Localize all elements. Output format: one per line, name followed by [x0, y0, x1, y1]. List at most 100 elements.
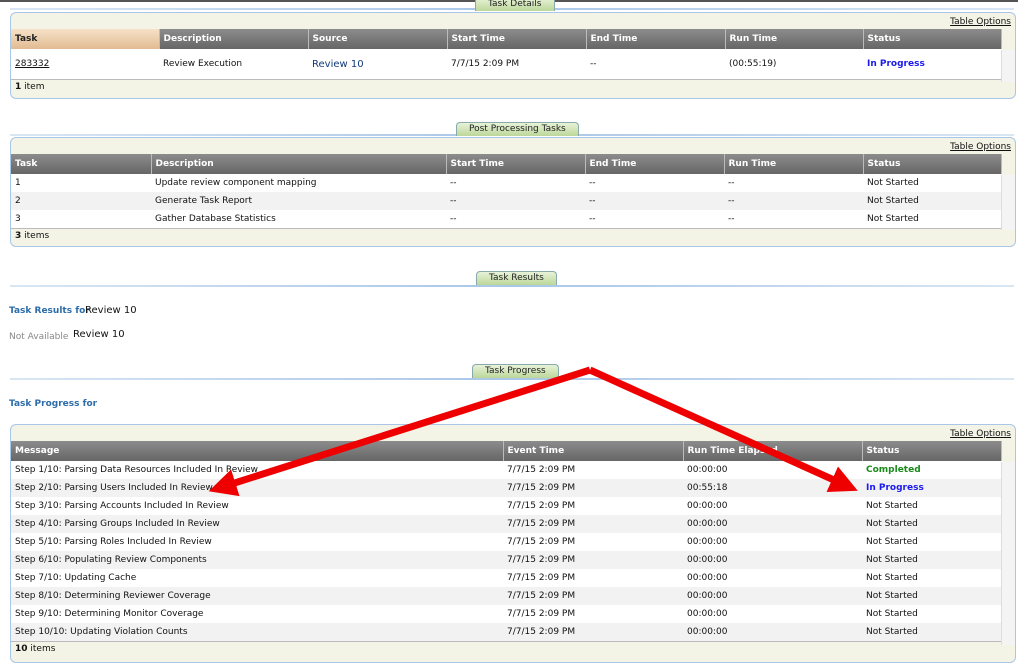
description-cell: Review Execution	[163, 59, 243, 69]
table-cell: 00:00:00	[683, 587, 862, 605]
table-row[interactable]: Step 6/10: Populating Review Components 7…	[11, 551, 1001, 569]
table-row[interactable]: 3 Gather Database Statistics -- -- -- Not Sta…	[11, 210, 1001, 228]
column-header[interactable]: Run Time	[725, 29, 864, 49]
table-cell: 00:00:00	[683, 623, 862, 641]
column-header[interactable]: Status	[862, 441, 1002, 461]
status-cell: Not Started	[867, 178, 919, 188]
table-cell: Step 10/10: Updating Violation Counts	[11, 623, 503, 641]
column-header[interactable]: Start Time	[446, 154, 586, 174]
table-row[interactable]: Step 8/10: Determining Reviewer Coverage…	[11, 587, 1001, 605]
status-cell: Not Started	[862, 515, 1001, 533]
column-header[interactable]: Task	[11, 154, 152, 174]
scrollbar[interactable]	[1001, 175, 1015, 230]
task-results-label: Task Results for	[9, 306, 90, 316]
item-count: 3 items	[11, 228, 1015, 243]
column-header[interactable]: Event Time	[503, 441, 684, 461]
table-cell: 7/7/15 2:09 PM	[503, 623, 683, 641]
table-row[interactable]: Step 4/10: Parsing Groups Included In Re…	[11, 515, 1001, 533]
column-header[interactable]: Status	[863, 154, 1002, 174]
table-cell: Step 1/10: Parsing Data Resources Includ…	[15, 465, 258, 475]
table-cell: 7/7/15 2:09 PM	[503, 551, 683, 569]
status-cell: In Progress	[862, 479, 1001, 497]
table-row[interactable]: Step 2/10: Parsing Users Included In Rev…	[11, 479, 1001, 497]
tab-post-processing[interactable]: Post Processing Tasks	[456, 122, 579, 136]
table-row[interactable]: 283332 Review Execution Review 10 7/7/15…	[11, 49, 1001, 79]
table-cell: 7/7/15 2:09 PM	[507, 465, 576, 475]
status-cell: Not Started	[863, 192, 1001, 210]
table-cell: Generate Task Report	[151, 192, 446, 210]
column-header[interactable]: End Time	[586, 29, 726, 49]
table-cell: Step 4/10: Parsing Groups Included In Re…	[11, 515, 503, 533]
table-row[interactable]: Step 5/10: Parsing Roles Included In Rev…	[11, 533, 1001, 551]
column-header[interactable]: Status	[863, 29, 1002, 49]
table-options-link[interactable]: Table Options	[950, 429, 1011, 439]
table-cell: 00:00:00	[687, 609, 728, 619]
table-cell: 00:00:00	[687, 465, 728, 475]
table-cell: 7/7/15 2:09 PM	[507, 609, 576, 619]
column-header[interactable]: End Time	[585, 154, 725, 174]
scrollbar[interactable]	[1001, 50, 1015, 82]
column-header[interactable]: Message	[11, 441, 504, 461]
status-cell: Not Started	[866, 573, 918, 583]
arrow-right	[588, 366, 858, 493]
task-id-link[interactable]: 283332	[15, 59, 50, 69]
column-header[interactable]: Task	[11, 29, 160, 49]
not-available-text: Not Available	[9, 332, 69, 342]
table-cell: --	[450, 214, 457, 224]
count-label: items	[24, 231, 50, 241]
table-cell: Step 7/10: Updating Cache	[15, 573, 137, 583]
column-header[interactable]: Description	[151, 154, 447, 174]
start-cell: 7/7/15 2:09 PM	[451, 59, 520, 69]
table-row[interactable]: Step 10/10: Updating Violation Counts 7/7…	[11, 623, 1001, 641]
tab-task-details[interactable]: Task Details	[475, 0, 555, 11]
column-header[interactable]: Description	[159, 29, 309, 49]
table-cell: Step 3/10: Parsing Accounts Included In …	[15, 501, 229, 511]
column-header[interactable]: Source	[308, 29, 448, 49]
table-row[interactable]: 2 Generate Task Report -- -- -- Not Started	[11, 192, 1001, 210]
source-cell: Review 10	[312, 58, 364, 70]
status-cell: In Progress	[867, 59, 925, 69]
status-cell: Completed	[866, 465, 921, 475]
table-cell: 7/7/15 2:09 PM	[507, 537, 576, 547]
table-row[interactable]: 1 Update review component mapping -- -- -- No…	[11, 174, 1001, 192]
scrollbar[interactable]	[1001, 462, 1015, 645]
table-options-link[interactable]: Table Options	[950, 142, 1011, 152]
table-row[interactable]: Step 7/10: Updating Cache 7/7/15 2:09 PM 0…	[11, 569, 1001, 587]
count-label: items	[30, 644, 56, 654]
table-cell: 00:55:18	[683, 479, 862, 497]
status-cell: Not Started	[866, 501, 918, 511]
table-cell: Update review component mapping	[155, 178, 317, 188]
tab-task-results[interactable]: Task Results	[476, 271, 557, 285]
task-details-panel: Table Options Task Description Source Start…	[10, 12, 1016, 99]
column-header[interactable]: Run Time	[724, 154, 864, 174]
task-details-table: Task Description Source Start Time End Time R…	[11, 29, 1002, 79]
table-row[interactable]: Step 3/10: Parsing Accounts Included In …	[11, 497, 1001, 515]
table-cell: --	[728, 214, 735, 224]
column-header[interactable]: Start Time	[447, 29, 587, 49]
task-progress-label: Task Progress for	[9, 399, 98, 409]
arrow-left	[208, 366, 592, 497]
count: 10	[15, 644, 28, 654]
table-row[interactable]: Step 9/10: Determining Monitor Coverage 7…	[11, 605, 1001, 623]
table-cell: 3	[15, 214, 21, 224]
tab-task-progress[interactable]: Task Progress	[472, 364, 559, 378]
table-cell: 7/7/15 2:09 PM	[503, 515, 683, 533]
table-cell: Step 5/10: Parsing Roles Included In Rev…	[15, 537, 212, 547]
table-cell: --	[589, 214, 596, 224]
table-cell: --	[446, 192, 585, 210]
table-options-link[interactable]: Table Options	[950, 17, 1011, 27]
table-cell: 7/7/15 2:09 PM	[503, 587, 683, 605]
status-cell: Not Started	[866, 609, 918, 619]
table-cell: --	[724, 192, 863, 210]
table-cell: --	[450, 178, 457, 188]
status-cell: Not Started	[862, 551, 1001, 569]
table-cell: 7/7/15 2:09 PM	[507, 573, 576, 583]
table-cell: 2	[11, 192, 151, 210]
status-cell: Not Started	[862, 587, 1001, 605]
status-cell: Not Started	[867, 214, 919, 224]
table-cell: 7/7/15 2:09 PM	[507, 501, 576, 511]
table-cell: 7/7/15 2:09 PM	[503, 479, 683, 497]
table-row[interactable]: Step 1/10: Parsing Data Resources Includ…	[11, 461, 1001, 479]
count: 1	[15, 82, 22, 92]
